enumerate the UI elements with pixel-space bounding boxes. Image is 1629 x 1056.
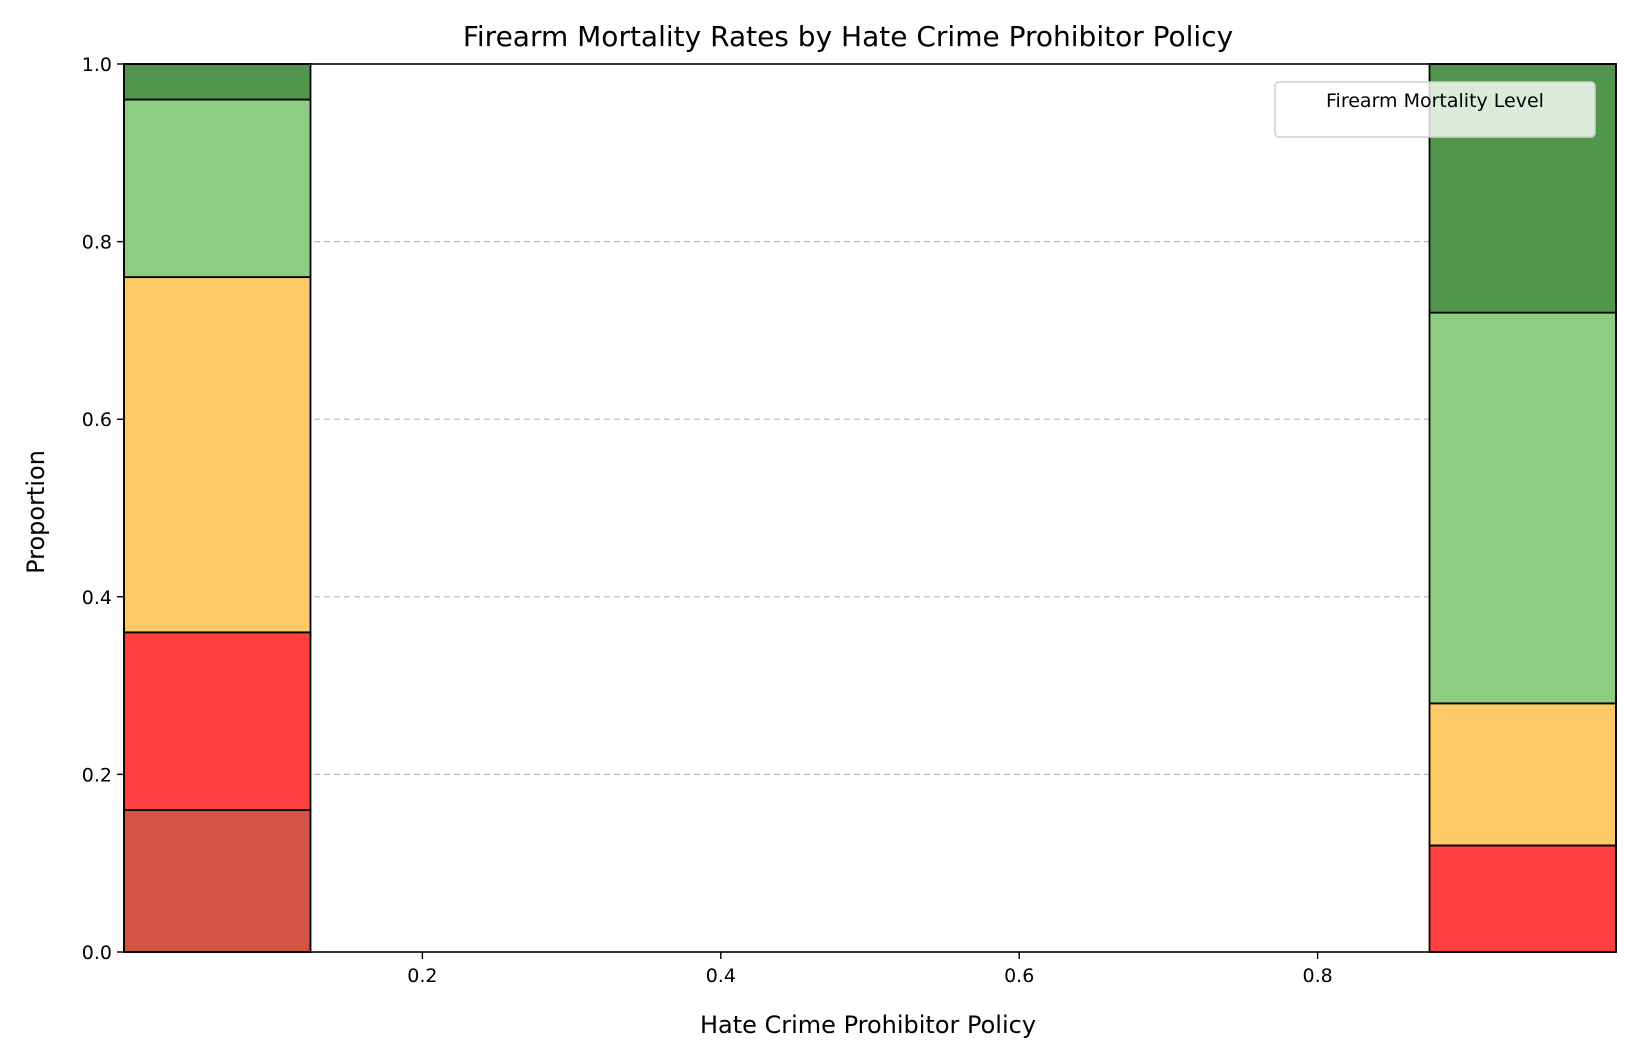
x-tick-label: 0.6: [1004, 965, 1034, 987]
bar-segment-0-1: [123, 631, 312, 811]
legend-box: [1274, 81, 1596, 138]
legend: Firearm Mortality Level: [1274, 81, 1596, 138]
y-tick-label: 0.0: [82, 942, 112, 964]
x-axis-label: Hate Crime Prohibitor Policy: [700, 1011, 1036, 1039]
x-tick-label: 0.2: [407, 965, 437, 987]
x-tick-label: 0.4: [706, 965, 736, 987]
x-tick-label: 0.8: [1302, 965, 1332, 987]
ticks: 0.2 0.4 0.6 0.8 0.0 0.2 0.4 0.6 0.8 1.0: [82, 54, 1333, 987]
plot-frame: [123, 63, 1617, 953]
bar-segment-1-2: [1428, 311, 1617, 705]
y-tick-label: 0.6: [82, 409, 112, 431]
y-tick-label: 0.8: [82, 232, 112, 254]
y-axis-label: Proportion: [22, 450, 50, 574]
bar-segment-0-3: [123, 98, 312, 279]
chart-title: Firearm Mortality Rates by Hate Crime Pr…: [463, 20, 1233, 53]
y-tick-label: 0.4: [82, 587, 112, 609]
y-tick-label: 0.2: [82, 764, 112, 786]
bars: [123, 63, 1617, 953]
y-tick-label: 1.0: [82, 54, 112, 76]
bar-segment-0-2: [123, 276, 312, 634]
grid: [124, 241, 1616, 776]
bar-segment-1-1: [1428, 702, 1617, 847]
legend-title: Firearm Mortality Level: [1326, 90, 1544, 112]
bar-segment-0-0: [123, 809, 312, 953]
bar-segment-1-0: [1428, 844, 1617, 953]
bar-segment-0-4: [123, 63, 312, 101]
